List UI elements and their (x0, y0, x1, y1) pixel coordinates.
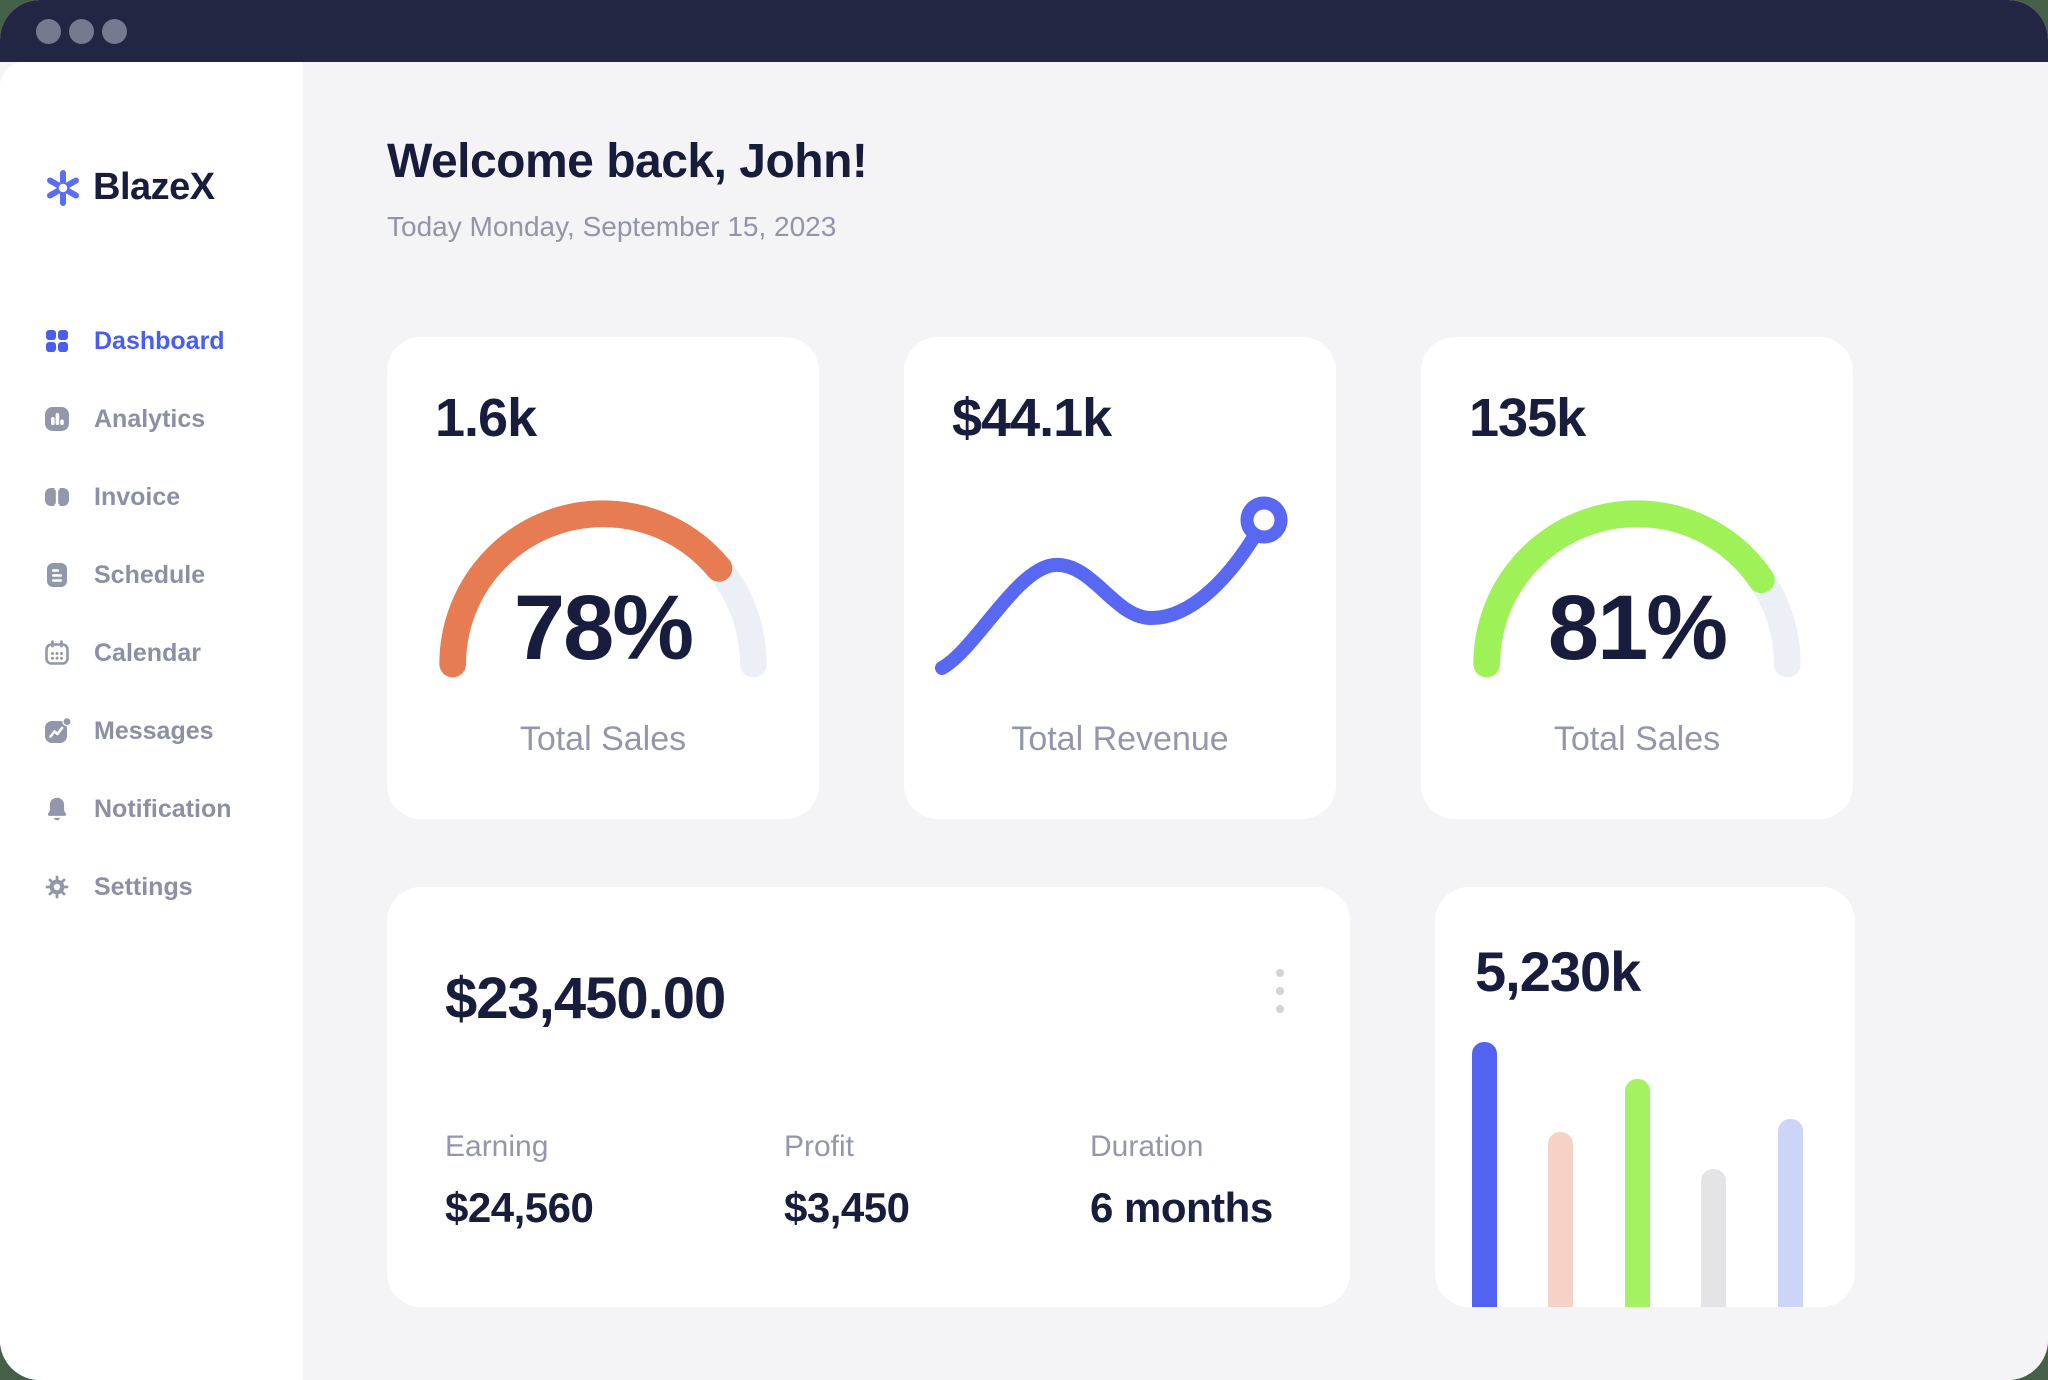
sidebar-item-schedule[interactable]: Schedule (0, 561, 303, 589)
main-content: Welcome back, John! Today Monday, Septem… (303, 62, 2048, 1380)
total-sales-gauge-card-2: 135k 81% Total Sales (1421, 337, 1853, 819)
document-icon (47, 563, 67, 587)
gear-icon (45, 875, 69, 899)
sidebar-item-label: Notification (94, 794, 232, 823)
summary-stat-duration: Duration 6 months (1090, 1130, 1273, 1232)
summary-amount: $23,450.00 (445, 966, 726, 1031)
total-sales-gauge-card-1: 1.6k 78% Total Sales (387, 337, 819, 819)
card-stat-value: 5,230k (1475, 940, 1641, 1003)
sidebar-item-messages[interactable]: Messages (0, 717, 303, 745)
sidebar-item-dashboard[interactable]: Dashboard (0, 327, 303, 355)
line-chart-path (935, 513, 1271, 675)
grid-icon (46, 330, 68, 352)
sidebar-item-label: Calendar (94, 638, 201, 667)
bell-icon (47, 797, 67, 821)
brand-asterisk-icon (47, 169, 79, 206)
ticket-icon (45, 485, 69, 509)
gauge-chart (1473, 500, 1801, 678)
card-caption: Total Revenue (1011, 720, 1229, 758)
page-title: Welcome back, John! (387, 135, 868, 188)
gauge-percent-label: 81% (1547, 577, 1728, 679)
stat-value: $3,450 (784, 1184, 910, 1231)
stat-label: Earning (445, 1130, 549, 1163)
summary-stats: Earning $24,560 Profit $3,450 Duration 6… (445, 1130, 1273, 1232)
gauge-chart (439, 500, 767, 678)
window-titlebar (0, 0, 2048, 62)
kebab-menu-icon[interactable] (1272, 965, 1288, 1017)
gauge-value-arc (439, 500, 767, 678)
card-caption: Total Sales (519, 720, 687, 758)
sidebar-item-label: Analytics (94, 404, 206, 433)
bar (1625, 1079, 1650, 1307)
sidebar-item-label: Messages (94, 716, 214, 745)
summary-stat-profit: Profit $3,450 (784, 1130, 1090, 1232)
stat-label: Duration (1090, 1130, 1204, 1163)
stat-value: $24,560 (445, 1184, 594, 1231)
sidebar: BlazeX Dashboard (0, 62, 303, 1380)
bar (1548, 1132, 1573, 1307)
page-date: Today Monday, September 15, 2023 (387, 211, 837, 242)
stat-value: 6 months (1090, 1184, 1273, 1231)
gauge-value-arc (1473, 500, 1801, 678)
brand: BlazeX (0, 62, 303, 209)
sidebar-nav: Dashboard Analytics (0, 327, 303, 901)
line-chart-end-marker (1240, 496, 1288, 544)
mini-bar-chart (1435, 1037, 1855, 1307)
card-stat-value: 135k (1469, 388, 1586, 448)
summary-row: $23,450.00 Earning $24,560 Profit $3,450… (387, 887, 2048, 1307)
window-control-dot[interactable] (36, 18, 61, 44)
sidebar-item-label: Settings (94, 872, 193, 901)
brand-name: BlazeX (93, 166, 215, 208)
sidebar-item-invoice[interactable]: Invoice (0, 483, 303, 511)
window-control-dot[interactable] (102, 18, 127, 44)
card-caption: Total Sales (1553, 720, 1721, 758)
sidebar-item-analytics[interactable]: Analytics (0, 405, 303, 433)
sidebar-item-label: Dashboard (94, 326, 225, 355)
window-control-dot[interactable] (69, 18, 94, 44)
stat-label: Profit (784, 1130, 855, 1163)
total-revenue-card: $44.1k Total Revenue (904, 337, 1336, 819)
sidebar-item-calendar[interactable]: Calendar (0, 639, 303, 667)
card-stat-value: $44.1k (952, 388, 1112, 448)
line-chart (935, 496, 1288, 675)
summary-card: $23,450.00 Earning $24,560 Profit $3,450… (387, 887, 1350, 1307)
bar (1472, 1042, 1497, 1307)
summary-stat-earning: Earning $24,560 (445, 1130, 784, 1232)
app-content: BlazeX Dashboard (0, 62, 2048, 1380)
bar (1701, 1169, 1726, 1307)
gauge-percent-label: 78% (513, 577, 694, 679)
bar (1778, 1119, 1803, 1307)
sidebar-item-notification[interactable]: Notification (0, 795, 303, 823)
sidebar-item-label: Schedule (94, 560, 206, 589)
sidebar-item-settings[interactable]: Settings (0, 873, 303, 901)
card-stat-value: 1.6k (435, 388, 537, 448)
bar-chart-icon (45, 407, 69, 431)
stat-cards-row: 1.6k 78% Total Sales $44.1k Total Revenu… (387, 337, 2048, 819)
weekly-performance-card: 5,230k (1435, 887, 1855, 1307)
sidebar-item-label: Invoice (94, 482, 181, 511)
calendar-icon (45, 640, 69, 665)
message-chart-icon (45, 717, 71, 743)
